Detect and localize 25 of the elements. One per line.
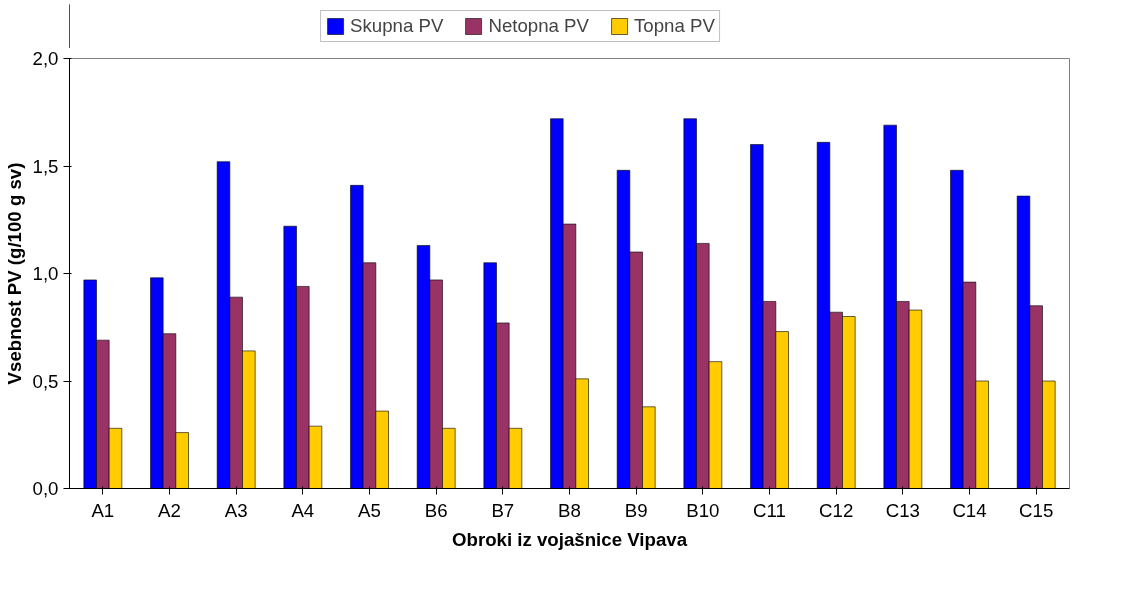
- x-tick-label: A2: [158, 499, 181, 521]
- x-tick-label: C14: [952, 499, 987, 521]
- legend-label: Topna PV: [634, 15, 715, 37]
- x-tick-label: B6: [424, 499, 448, 521]
- x-tick-label: A5: [358, 499, 381, 521]
- y-tick-label: 0,5: [32, 370, 59, 392]
- x-tick-label: B7: [491, 499, 515, 521]
- x-tick-label: B9: [624, 499, 648, 521]
- x-tick-label: B8: [558, 499, 581, 521]
- x-tick-label: A1: [91, 499, 115, 521]
- y-tick-label: 1,5: [32, 155, 59, 177]
- y-axis-title: Vsebnost PV (g/100 g sv): [3, 162, 25, 385]
- y-tick-label: 0,0: [32, 478, 59, 499]
- legend-label: Netopna PV: [488, 15, 590, 37]
- x-tick-label: C11: [753, 499, 786, 521]
- x-tick-label: A4: [291, 499, 315, 521]
- x-tick-label: C15: [1019, 499, 1054, 521]
- legend-label: Skupna PV: [350, 15, 444, 37]
- x-axis-title: Obroki iz vojašnice Vipava: [451, 528, 688, 550]
- x-tick-label: B10: [686, 499, 720, 521]
- y-tick-label: 2,0: [32, 48, 59, 69]
- x-tick-label: C12: [819, 499, 854, 521]
- x-tick-label: A3: [224, 499, 248, 521]
- x-tick-label: C13: [885, 499, 920, 521]
- y-tick-label: 1,0: [32, 263, 59, 284]
